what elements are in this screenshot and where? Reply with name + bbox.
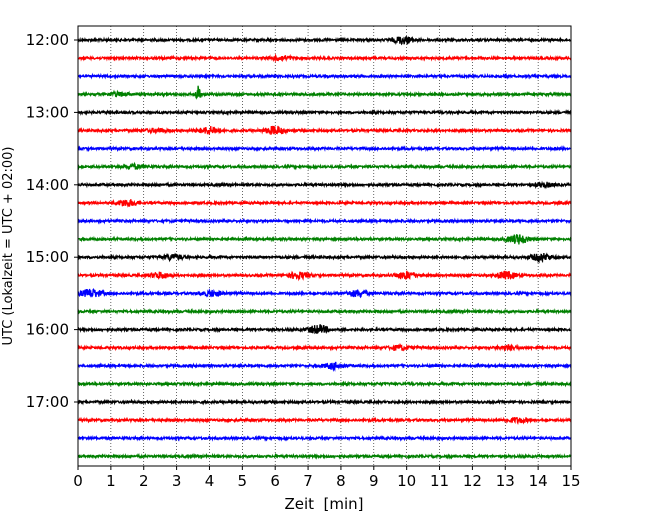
trace-1545 bbox=[77, 307, 572, 316]
x-tick-label: 0 bbox=[73, 472, 83, 490]
x-tick-label: 2 bbox=[139, 472, 149, 490]
y-tick-label: 12:00 bbox=[26, 31, 69, 49]
x-axis-ticks: 0 1 2 3 4 5 6 7 8 9 10 11 12 13 14 15 bbox=[73, 466, 581, 490]
trace-1300 bbox=[77, 108, 572, 117]
trace-1530 bbox=[77, 288, 572, 299]
trace-1730 bbox=[77, 434, 572, 442]
y-tick-label: 16:00 bbox=[26, 321, 69, 339]
trace-1415 bbox=[77, 198, 572, 208]
x-tick-label: 12 bbox=[463, 472, 482, 490]
trace-1315 bbox=[77, 125, 572, 135]
x-tick-label: 5 bbox=[238, 472, 248, 490]
y-axis-ticks: 12:00 13:00 14:00 15:00 16:00 17:00 bbox=[26, 31, 78, 411]
trace-1200 bbox=[77, 35, 572, 46]
trace-1645 bbox=[77, 380, 572, 388]
x-tick-label: 4 bbox=[205, 472, 215, 490]
trace-1400 bbox=[77, 180, 572, 190]
trace-1630 bbox=[77, 361, 572, 373]
grid-lines bbox=[110, 26, 539, 466]
y-axis-label: UTC (Lokalzeit = UTC + 02:00) bbox=[1, 147, 16, 346]
trace-1745 bbox=[77, 452, 572, 460]
x-tick-label: 6 bbox=[270, 472, 280, 490]
trace-1245 bbox=[77, 85, 572, 100]
trace-1430 bbox=[77, 217, 572, 225]
trace-1345 bbox=[77, 161, 572, 171]
x-tick-label: 8 bbox=[336, 472, 346, 490]
trace-1515 bbox=[77, 270, 572, 282]
x-tick-label: 13 bbox=[496, 472, 515, 490]
x-tick-label: 3 bbox=[172, 472, 182, 490]
x-tick-label: 10 bbox=[397, 472, 416, 490]
trace-1230 bbox=[77, 72, 572, 80]
trace-1715 bbox=[77, 416, 572, 426]
x-tick-label: 1 bbox=[106, 472, 116, 490]
x-tick-label: 11 bbox=[430, 472, 449, 490]
trace-1500 bbox=[77, 252, 572, 264]
trace-1700 bbox=[77, 398, 572, 406]
trace-lines bbox=[77, 35, 572, 460]
trace-1215 bbox=[77, 53, 572, 63]
trace-1600 bbox=[77, 324, 572, 335]
x-tick-label: 7 bbox=[303, 472, 313, 490]
trace-1445 bbox=[77, 234, 572, 245]
trace-1330 bbox=[77, 145, 572, 153]
plot-frame bbox=[77, 25, 572, 467]
trace-1615 bbox=[77, 342, 572, 353]
y-tick-label: 15:00 bbox=[26, 248, 69, 266]
x-tick-label: 14 bbox=[529, 472, 548, 490]
y-tick-label: 14:00 bbox=[26, 176, 69, 194]
x-axis-label: Zeit [min] bbox=[284, 495, 363, 513]
x-tick-label: 9 bbox=[369, 472, 379, 490]
y-tick-label: 13:00 bbox=[26, 103, 69, 121]
x-tick-label: 15 bbox=[561, 472, 580, 490]
y-tick-label: 17:00 bbox=[26, 393, 69, 411]
